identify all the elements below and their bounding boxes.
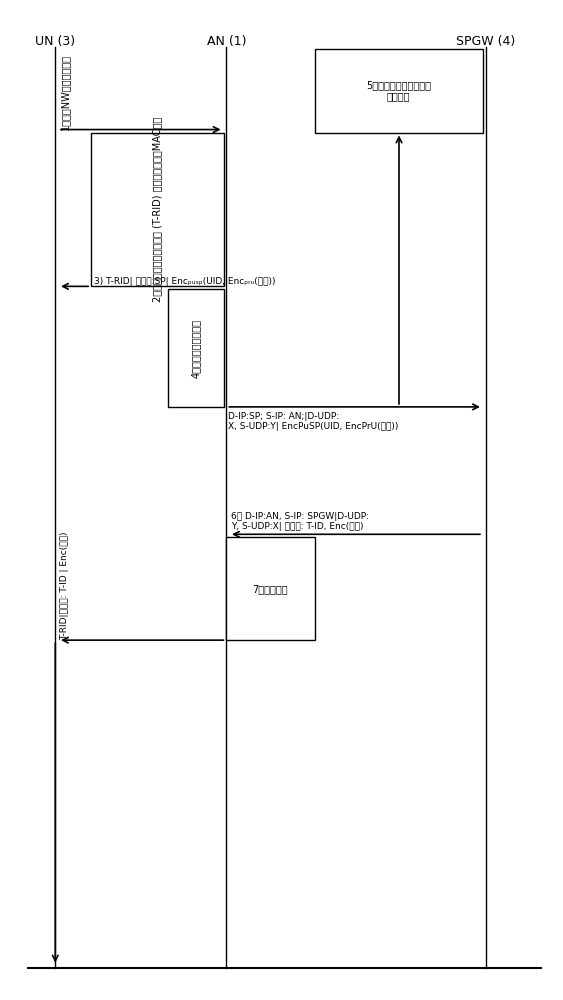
- Bar: [168, 289, 224, 407]
- Bar: [91, 132, 224, 286]
- Bar: [315, 49, 483, 132]
- Text: 4）通过默认路径转发: 4）通过默认路径转发: [191, 319, 201, 378]
- Text: T-RID|目的地: T-ID | Enc(数据): T-RID|目的地: T-ID | Enc(数据): [60, 532, 69, 640]
- Text: AN (1): AN (1): [207, 34, 246, 47]
- Text: SPGW (4): SPGW (4): [456, 34, 515, 47]
- Text: D-IP:SP; S-IP: AN;|D-UDP:
X, S-UDP:Y| EncPuSP(UID, EncPrU(数据)): D-IP:SP; S-IP: AN;|D-UDP: X, S-UDP:Y| En…: [228, 412, 399, 431]
- Text: 6） D-IP:AN, S-IP: SPGW|D-UDP:
Y, S-UDP:X| 目的地: T-ID, Enc(数据): 6） D-IP:AN, S-IP: SPGW|D-UDP: Y, S-UDP:X…: [231, 512, 369, 531]
- Text: 7）使用映射: 7）使用映射: [253, 584, 288, 594]
- Text: 1）本地NW特定接入程序: 1）本地NW特定接入程序: [60, 54, 70, 130]
- Bar: [226, 537, 315, 640]
- Text: UN (3): UN (3): [35, 34, 75, 47]
- Text: 3) T-RID| 目的地:SP| Encₚᵤₛₚ(UID, Encₚᵣᵤ(数据)): 3) T-RID| 目的地:SP| Encₚᵤₛₚ(UID, Encₚᵣᵤ(数据…: [94, 277, 275, 286]
- Text: 2）分配本地（临时）地址 (T-RID) 或者使用可用的MAC地址: 2）分配本地（临时）地址 (T-RID) 或者使用可用的MAC地址: [153, 117, 162, 302]
- Text: 5）对用户标识进行解密
分配地址: 5）对用户标识进行解密 分配地址: [367, 80, 431, 102]
